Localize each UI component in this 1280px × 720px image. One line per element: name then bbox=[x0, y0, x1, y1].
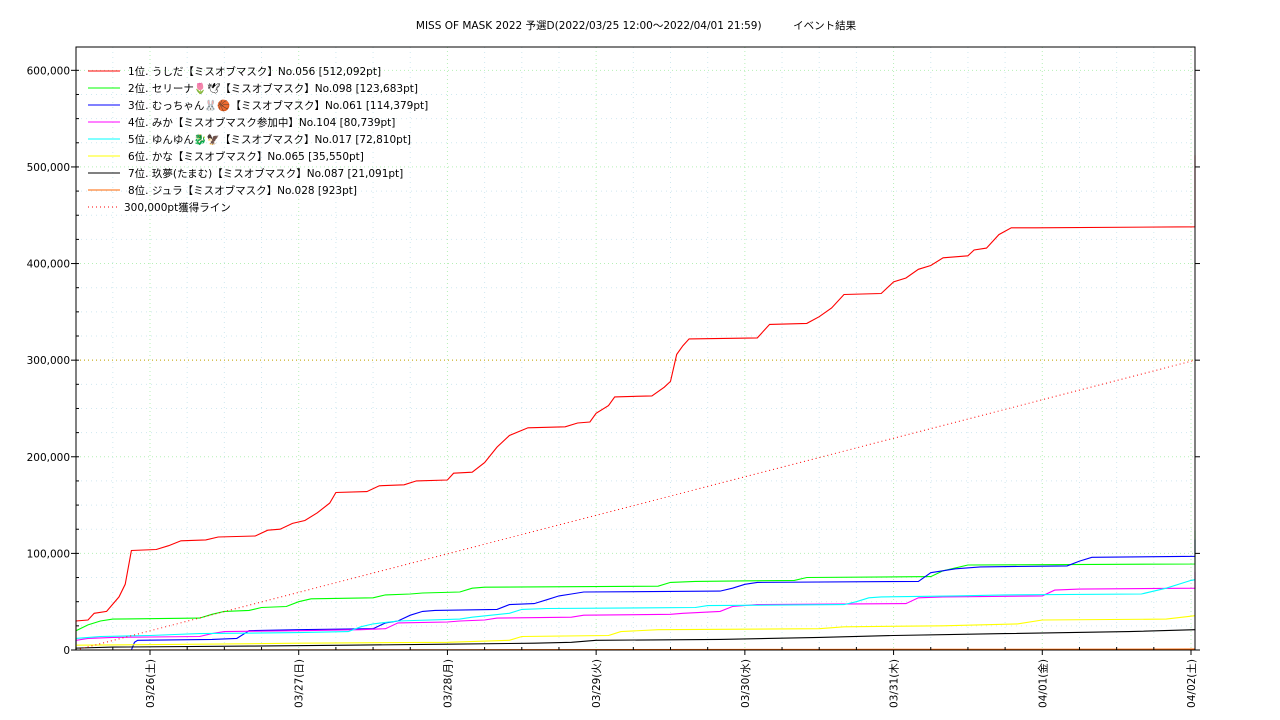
series-line-5 bbox=[75, 579, 1196, 650]
series-line-9 bbox=[75, 359, 1196, 651]
legend-label: 4位. みか【ミスオブマスク参加中】No.104 [80,739pt] bbox=[128, 116, 395, 129]
legend-label: 3位. むっちゃん🐰🏀【ミスオブマスク】No.061 [114,379pt] bbox=[128, 98, 428, 112]
series-line-2 bbox=[75, 530, 1196, 650]
series-line-1 bbox=[75, 155, 1196, 650]
x-tick-label: 04/01(金) bbox=[1036, 659, 1049, 708]
y-tick-label: 0 bbox=[63, 645, 70, 657]
series-lines bbox=[75, 155, 1196, 651]
series-line-3 bbox=[76, 539, 1196, 651]
legend-label: 300,000pt獲得ライン bbox=[124, 201, 231, 214]
x-tick-label: 04/02(土) bbox=[1185, 659, 1198, 708]
plot-frame bbox=[75, 46, 1196, 651]
y-tick-label: 600,000 bbox=[27, 65, 70, 77]
x-tick-label: 03/27(日) bbox=[294, 659, 306, 708]
y-axis: 0 100,000 200,000 300,000 400,000 500,000 600,… bbox=[27, 65, 1200, 657]
legend-label: 5位. ゆんゆん🐉🦅【ミスオブマスク】No.017 [72,810pt] bbox=[128, 133, 411, 146]
legend-label: 2位. セリーナ🌷🕊【ミスオブマスク】No.098 [123,683pt] bbox=[128, 82, 418, 95]
x-tick-label: 03/26(土) bbox=[144, 659, 157, 708]
y-tick-label: 300,000 bbox=[27, 355, 70, 367]
y-tick-label: 400,000 bbox=[27, 259, 70, 271]
legend-label: 7位. 玖夢(たまむ)【ミスオブマスク】No.087 [21,091pt] bbox=[128, 167, 403, 180]
series-line-7 bbox=[75, 629, 1196, 650]
series-line-6 bbox=[75, 615, 1196, 650]
chart-title: MISS OF MASK 2022 予選D(2022/03/25 12:00～2… bbox=[415, 20, 857, 32]
x-tick-label: 03/30(水) bbox=[740, 659, 752, 708]
y-tick-label: 100,000 bbox=[27, 548, 70, 560]
x-tick-label: 03/29(火) bbox=[591, 659, 603, 708]
legend-label: 1位. うしだ【ミスオブマスク】No.056 [512,092pt] bbox=[128, 65, 381, 78]
series-line-4 bbox=[75, 572, 1196, 650]
legend: 1位. うしだ【ミスオブマスク】No.056 [512,092pt] 2位. セリ… bbox=[88, 65, 428, 214]
legend-label: 8位. ジュラ【ミスオブマスク】No.028 [923pt] bbox=[128, 184, 357, 197]
x-tick-label: 03/31(木) bbox=[889, 659, 901, 708]
y-tick-label: 500,000 bbox=[27, 162, 70, 174]
gridlines bbox=[76, 47, 1195, 650]
legend-label: 6位. かな【ミスオブマスク】No.065 [35,550pt] bbox=[128, 150, 364, 163]
x-axis: 03/26(土) 03/27(日) 03/28(月) 03/29(火) 03/30(水)… bbox=[112, 647, 1198, 708]
y-tick-label: 200,000 bbox=[27, 452, 70, 464]
x-tick-label: 03/28(月) bbox=[442, 659, 454, 708]
